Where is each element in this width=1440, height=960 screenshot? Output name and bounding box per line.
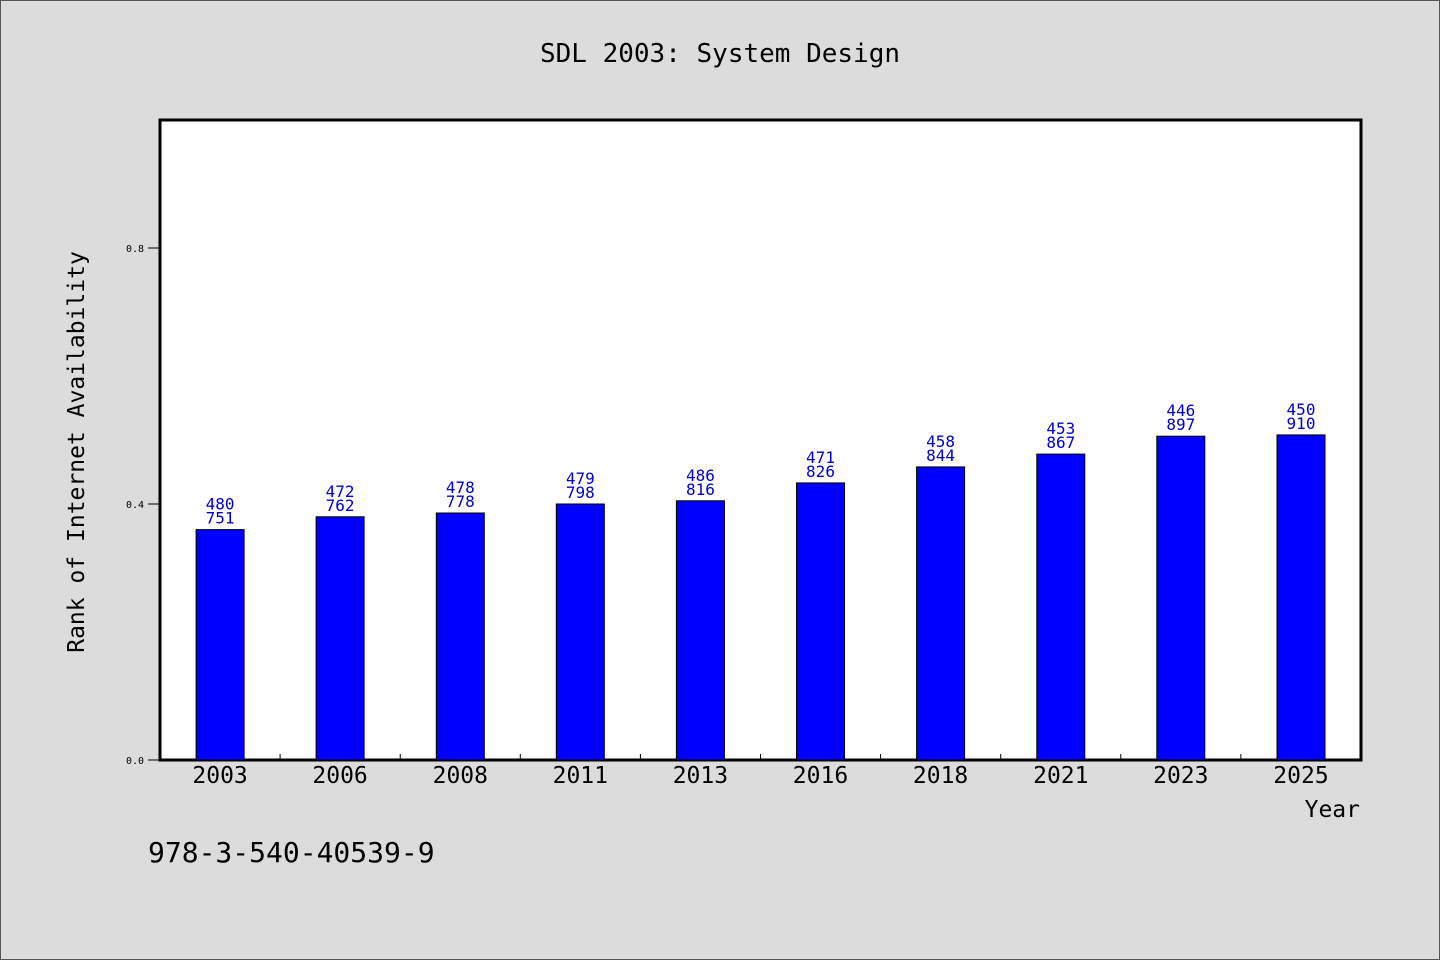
bar-2023 <box>1156 435 1206 761</box>
data-label-2011-2: 798 <box>566 483 595 502</box>
x-tick-label-2013: 2013 <box>673 763 728 789</box>
x-tick-label-2008: 2008 <box>433 763 488 789</box>
y-tick-label-0.0: 0.0 <box>126 756 144 767</box>
data-label-2011-1: 479 <box>566 469 595 488</box>
data-label-2023-2: 897 <box>1166 415 1195 434</box>
data-label-2018-1: 458 <box>926 432 955 451</box>
chart-title: SDL 2003: System Design <box>540 39 900 69</box>
data-label-2003-2: 751 <box>206 509 235 528</box>
data-label-2018-2: 844 <box>926 446 955 465</box>
data-label-2025-2: 910 <box>1287 414 1316 433</box>
data-label-2006-1: 472 <box>326 482 355 501</box>
bar-2003 <box>195 529 245 761</box>
x-tick-label-2016: 2016 <box>793 763 848 789</box>
y-tick-group: 0.0 0.4 0.8 <box>126 244 160 767</box>
y-tick-label-0.4: 0.4 <box>126 500 144 511</box>
bar-2016 <box>796 482 845 761</box>
x-tick-label-2006: 2006 <box>312 763 367 789</box>
data-label-2025-1: 450 <box>1287 400 1316 419</box>
data-label-group: 4807514727624787784797984868164718264588… <box>206 400 1316 528</box>
bar-group <box>195 434 1326 761</box>
bar-2021 <box>1036 453 1086 761</box>
bar-2013 <box>675 500 725 761</box>
data-label-2006-2: 762 <box>326 496 355 515</box>
bar-2011 <box>555 503 605 761</box>
data-label-2003-1: 480 <box>206 495 235 514</box>
x-tick-label-2025: 2025 <box>1273 763 1328 789</box>
data-label-2021-2: 867 <box>1046 433 1075 452</box>
x-tick-label-2023: 2023 <box>1153 763 1208 789</box>
x-tick-label-2003: 2003 <box>192 763 247 789</box>
data-label-2023-1: 446 <box>1166 401 1195 420</box>
bar-2008 <box>435 512 485 761</box>
x-axis-label: Year <box>1305 797 1360 823</box>
x-tick-label-2021: 2021 <box>1033 763 1088 789</box>
isbn-footnote: 978-3-540-40539-9 <box>148 836 435 869</box>
data-label-2021-1: 453 <box>1046 419 1075 438</box>
y-axis-label: Rank of Internet Availability <box>64 251 90 653</box>
x-tick-label-2018: 2018 <box>913 763 968 789</box>
data-label-2008-1: 478 <box>446 478 475 497</box>
y-tick-label-0.8: 0.8 <box>126 244 144 255</box>
bar-2006 <box>315 516 365 761</box>
data-label-2013-1: 486 <box>686 466 715 485</box>
data-label-2008-2: 778 <box>446 492 475 511</box>
data-label-2016-2: 826 <box>806 462 835 481</box>
x-tick-group: 2003 2006 2008 2011 2013 2016 2018 2021 2023 2025 <box>192 754 1329 789</box>
bar-2025 <box>1276 434 1326 761</box>
bar-2018 <box>916 466 966 761</box>
data-label-2016-1: 471 <box>806 448 835 467</box>
data-label-2013-2: 816 <box>686 480 715 499</box>
x-tick-label-2011: 2011 <box>553 763 608 789</box>
